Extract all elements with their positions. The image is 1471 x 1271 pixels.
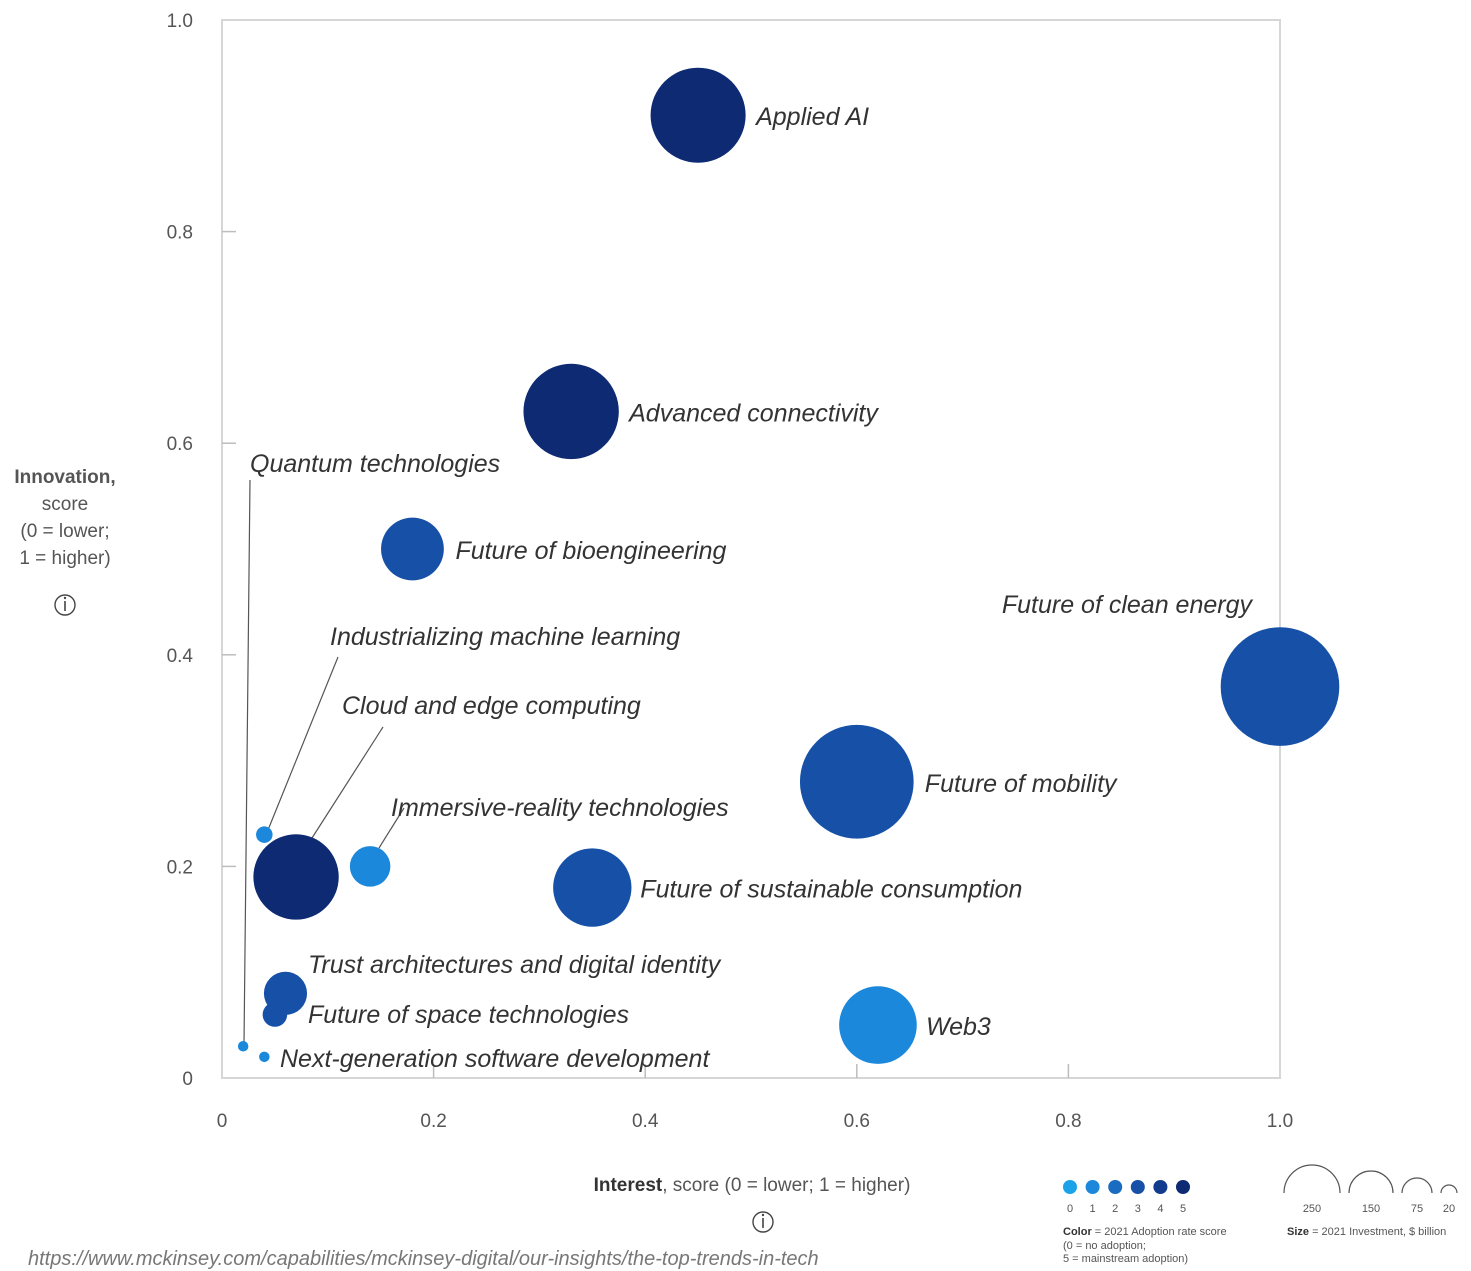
leader-line (378, 807, 405, 849)
size-legend-arc (1348, 1170, 1394, 1194)
x-tick-label: 0.6 (844, 1111, 870, 1132)
color-legend-dot (1153, 1180, 1168, 1194)
bubble-label: Future of mobility (925, 770, 1118, 798)
bubble-label: Quantum technologies (250, 450, 500, 478)
color-legend-step: 0 (1067, 1203, 1073, 1215)
bubble-point[interactable] (1220, 627, 1340, 746)
size-legend-arc (1401, 1177, 1433, 1194)
bubble-labels: Applied AI Advanced connectivity Quantum t… (250, 103, 1253, 1073)
size-legend-title: Size = 2021 Investment, $ billion (1287, 1226, 1446, 1238)
color-legend-dot (1130, 1180, 1145, 1194)
bubble-point[interactable] (262, 1002, 288, 1027)
leader-line (243, 479, 251, 1045)
color-legend: Color = 2021 Adoption rate score (0 = no… (1063, 1180, 1227, 1265)
bubble-label: Future of sustainable consumption (640, 876, 1022, 904)
bubble-point[interactable] (650, 67, 746, 163)
y-axis-title-line: Innovation, (14, 467, 115, 488)
bubble-label: Future of clean energy (1002, 591, 1254, 619)
y-tick-label: 0.8 (167, 223, 193, 244)
axes: 0 0 0.2 0.2 0.4 0.4 0.6 0.6 0.8 0.8 1.0 1.0 (167, 11, 1294, 1132)
bubble-label: Cloud and edge computing (342, 692, 641, 720)
color-legend-title: Color = 2021 Adoption rate score (1063, 1226, 1227, 1238)
bubble-label: Advanced connectivity (627, 399, 879, 427)
bubbles (237, 67, 1340, 1064)
size-legend: Size = 2021 Investment, $ billion 250 150… (1283, 1164, 1458, 1238)
y-tick-label: 0.6 (167, 434, 193, 455)
leader-line (311, 726, 384, 839)
color-legend-title-rest: = 2021 Adoption rate score (1092, 1226, 1227, 1238)
y-axis-title: Innovation, score (0 = lower; 1 = higher… (14, 467, 115, 569)
color-legend-step: 5 (1180, 1203, 1186, 1215)
bubble-label: Applied AI (754, 103, 869, 131)
size-legend-title-bold: Size (1287, 1226, 1309, 1238)
bubble-point[interactable] (553, 848, 632, 927)
y-axis-title-line: (0 = lower; (20, 521, 109, 542)
color-legend-title-bold: Color (1063, 1226, 1092, 1238)
x-tick-label: 0.8 (1055, 1111, 1081, 1132)
size-legend-arc (1440, 1184, 1458, 1194)
bubble-point[interactable] (256, 826, 273, 843)
size-legend-title-rest: = 2021 Investment, $ billion (1309, 1226, 1446, 1238)
plot-area (221, 19, 1281, 1079)
color-legend-note: (0 = no adoption; (1063, 1240, 1146, 1252)
color-legend-dot (1063, 1180, 1077, 1194)
y-axis-info-icon[interactable] (54, 594, 76, 616)
size-legend-value: 150 (1362, 1203, 1380, 1215)
y-tick-label: 0 (182, 1069, 193, 1090)
color-legend-dot (1108, 1180, 1123, 1194)
bubble-label: Industrializing machine learning (330, 623, 680, 651)
bubble-point[interactable] (523, 363, 619, 460)
bubble-label: Next-generation software development (280, 1045, 710, 1073)
y-axis-title-line: score (42, 494, 88, 515)
x-tick-label: 0 (217, 1111, 228, 1132)
bubble-point[interactable] (237, 1041, 249, 1052)
size-legend-value: 75 (1411, 1203, 1423, 1215)
bubble-point[interactable] (349, 846, 391, 887)
x-axis-title: Interest, score (0 = lower; 1 = higher) (594, 1175, 911, 1196)
bubble-point[interactable] (839, 986, 917, 1064)
color-legend-step: 4 (1157, 1203, 1163, 1215)
x-axis-info-icon[interactable] (752, 1211, 774, 1233)
y-tick-label: 0.2 (167, 857, 193, 878)
bubble-label: Future of bioengineering (455, 537, 726, 565)
leader-lines (243, 479, 405, 1045)
color-legend-step: 1 (1090, 1203, 1096, 1215)
leader-line (267, 656, 339, 831)
size-legend-value: 20 (1443, 1203, 1455, 1215)
y-tick-label: 1.0 (167, 11, 193, 32)
color-legend-dot (1085, 1180, 1100, 1194)
x-tick-label: 1.0 (1267, 1111, 1293, 1132)
color-legend-dot (1176, 1180, 1190, 1194)
bubble-point[interactable] (259, 1051, 270, 1063)
x-axis-title-rest: , score (0 = lower; 1 = higher) (662, 1175, 910, 1196)
bubble-point[interactable] (253, 834, 339, 920)
bubble-label: Future of space technologies (308, 1001, 629, 1029)
y-tick-label: 0.4 (167, 646, 194, 667)
bubble-label: Immersive-reality technologies (391, 794, 729, 822)
bubble-label: Trust architectures and digital identity (308, 951, 722, 979)
bubble-point[interactable] (799, 724, 914, 839)
size-legend-value: 250 (1303, 1203, 1321, 1215)
bubble-label: Web3 (926, 1013, 991, 1041)
color-legend-step: 2 (1112, 1203, 1118, 1215)
x-tick-label: 0.4 (632, 1111, 659, 1132)
x-tick-label: 0.2 (420, 1111, 446, 1132)
source-url[interactable]: https://www.mckinsey.com/capabilities/mc… (28, 1248, 819, 1270)
color-legend-note: 5 = mainstream adoption) (1063, 1253, 1188, 1265)
color-legend-step: 3 (1135, 1203, 1141, 1215)
x-axis-title-bold: Interest (594, 1175, 663, 1196)
bubble-point[interactable] (381, 517, 444, 581)
y-axis-title-line: 1 = higher) (19, 548, 110, 569)
size-legend-arc (1283, 1164, 1341, 1194)
